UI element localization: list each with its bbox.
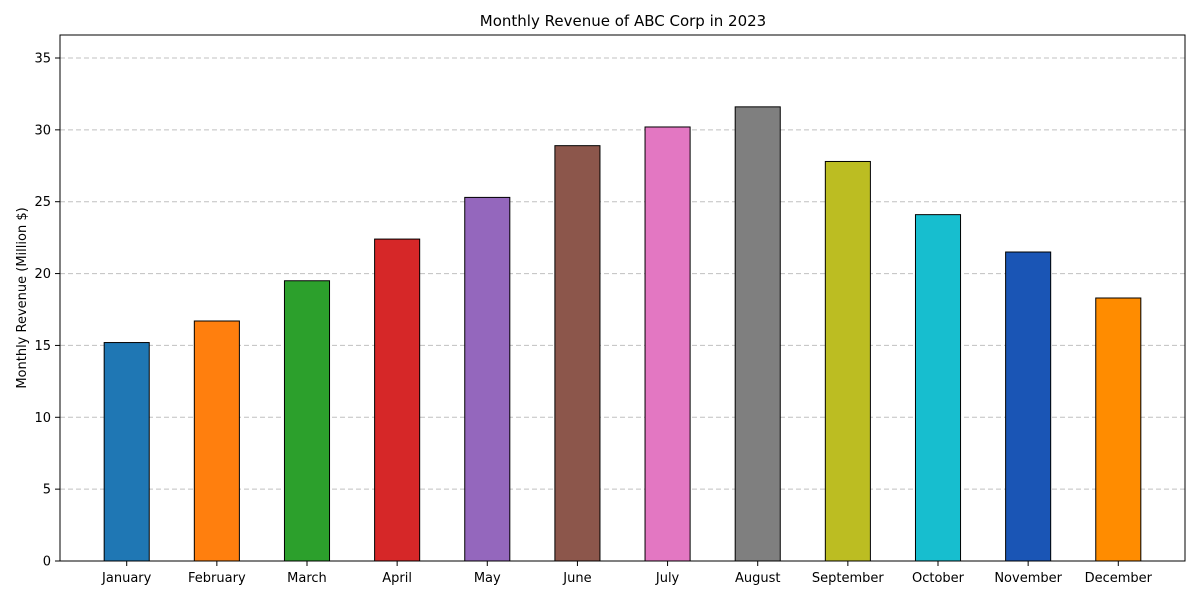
y-tick-label: 0 — [43, 555, 51, 570]
bars-group — [103, 106, 1142, 562]
bar-october — [914, 214, 962, 562]
grid-lines — [60, 57, 1185, 490]
y-tick-label: 5 — [43, 483, 51, 498]
x-tick-label: December — [1085, 571, 1153, 586]
x-tick-label: June — [562, 571, 591, 586]
plot-frame — [59, 34, 1186, 562]
x-tick-label: May — [474, 571, 501, 586]
x-tick-label: October — [912, 571, 965, 586]
x-tick-label: February — [188, 571, 246, 586]
x-axis-ticks: January February March April May June July Augu… — [101, 561, 1153, 586]
y-tick-label: 15 — [34, 339, 51, 354]
bar-february — [193, 320, 240, 562]
y-tick-label: 30 — [34, 123, 51, 138]
bar-march — [283, 280, 331, 562]
y-tick-label: 25 — [34, 195, 51, 210]
y-axis-label: Monthly Revenue (Million $) — [15, 207, 30, 388]
x-tick-label: April — [382, 571, 412, 586]
bar-august — [734, 106, 781, 562]
y-tick-label: 20 — [34, 267, 51, 282]
x-tick-label: November — [994, 571, 1062, 586]
y-tick-label: 10 — [34, 411, 51, 426]
y-tick-label: 35 — [34, 51, 51, 66]
bar-june — [554, 145, 601, 562]
bar-december — [1095, 297, 1142, 562]
bar-september — [824, 160, 871, 562]
x-tick-label: September — [812, 571, 885, 586]
chart-title: Monthly Revenue of ABC Corp in 2023 — [480, 12, 766, 30]
bar-november — [1005, 251, 1052, 562]
x-tick-label: July — [655, 571, 680, 586]
y-axis-ticks: 0 5 10 15 20 25 30 35 — [34, 51, 60, 570]
bar-july — [644, 126, 691, 562]
bar-january — [103, 342, 150, 562]
bar-april — [374, 238, 421, 562]
x-tick-label: January — [101, 571, 152, 586]
x-tick-label: August — [735, 571, 781, 586]
bar-may — [464, 196, 511, 562]
x-tick-label: March — [287, 571, 327, 586]
